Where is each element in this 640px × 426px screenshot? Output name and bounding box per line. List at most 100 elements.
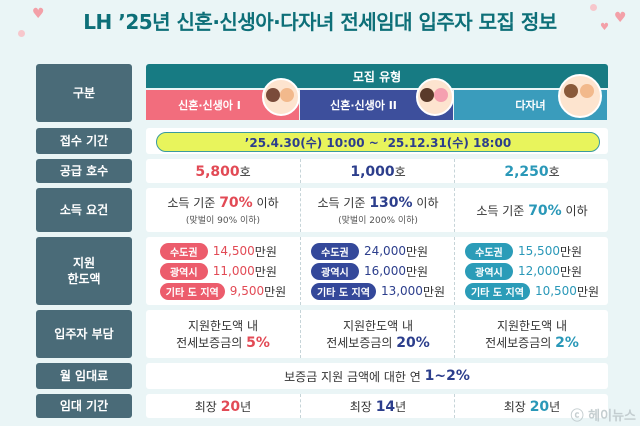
support-value: 16,000 bbox=[363, 264, 406, 278]
row-label: 월 임대료 bbox=[36, 363, 132, 389]
supply-unit: 호 bbox=[548, 164, 560, 179]
burden-cell: 지원한도액 내 전세보증금의 20% bbox=[300, 310, 455, 358]
period-value: ’25.4.30(수) 10:00 ~ ’25.12.31(수) 18:00 bbox=[156, 132, 600, 152]
support-unit: 만원 bbox=[422, 284, 446, 299]
heart-icon: ♥ bbox=[614, 10, 627, 26]
support-unit: 만원 bbox=[254, 264, 277, 279]
income-prefix: 소득 기준 bbox=[476, 203, 525, 218]
support-unit: 만원 bbox=[559, 244, 583, 259]
header-row: 구분 모집 유형 신혼·신생아 I 신혼·신생아 II 다자녀 bbox=[36, 64, 608, 122]
row-label: 접수 기간 bbox=[36, 128, 132, 154]
category-label: 다자녀 bbox=[515, 99, 546, 112]
support-value: 11,000 bbox=[212, 264, 255, 278]
header-label: 구분 bbox=[36, 64, 132, 122]
burden-value: 5% bbox=[246, 335, 270, 351]
support-cell: 수도권 15,500 만원 광역시 12,000 만원 기타 도 지역 10,500 만원 bbox=[454, 237, 609, 305]
term-unit: 년 bbox=[395, 399, 407, 414]
income-suffix: 이하 bbox=[565, 203, 588, 218]
family-illustration-icon bbox=[558, 74, 602, 118]
burden-cells: 지원한도액 내 전세보증금의 5% 지원한도액 내 전세보증금의 20% 지원한… bbox=[146, 310, 608, 358]
rent-cells: 보증금 지원 금액에 대한 연 1~2% bbox=[146, 363, 608, 389]
supply-cell: 5,800호 bbox=[146, 159, 300, 183]
support-value: 10,500 bbox=[534, 284, 577, 298]
supply-cell: 2,250호 bbox=[454, 159, 609, 183]
row-label: 공급 호수 bbox=[36, 159, 132, 183]
income-cell: 소득 기준 130% 이하 (맞벌이 200% 이하) bbox=[300, 188, 455, 232]
burden-line2: 전세보증금의 bbox=[176, 336, 243, 350]
term-value: 20 bbox=[220, 398, 241, 415]
term-prefix: 최장 bbox=[349, 399, 372, 414]
income-value: 130% bbox=[369, 195, 413, 211]
region-badge: 수도권 bbox=[159, 242, 208, 260]
income-prefix: 소득 기준 bbox=[317, 196, 366, 210]
term-unit: 년 bbox=[240, 399, 252, 414]
income-value: 70% bbox=[528, 202, 562, 219]
income-prefix: 소득 기준 bbox=[167, 196, 216, 210]
heart-icon: ♥ bbox=[600, 22, 609, 33]
support-unit: 만원 bbox=[405, 264, 429, 279]
support-value: 9,500 bbox=[229, 284, 265, 298]
family-illustration-icon bbox=[262, 78, 300, 116]
rent-row: 월 임대료 보증금 지원 금액에 대한 연 1~2% bbox=[36, 363, 608, 389]
income-suffix: 이하 bbox=[416, 196, 439, 210]
support-value: 14,500 bbox=[212, 244, 255, 258]
page-title: LH ’25년 신혼·신생아·다자녀 전세임대 입주자 모집 정보 bbox=[83, 10, 557, 34]
supply-value: 5,800 bbox=[195, 163, 240, 180]
region-badge: 수도권 bbox=[310, 242, 359, 260]
period-row: 접수 기간 ’25.4.30(수) 10:00 ~ ’25.12.31(수) 1… bbox=[36, 128, 608, 154]
burden-cell: 지원한도액 내 전세보증금의 2% bbox=[454, 310, 609, 358]
support-value: 13,000 bbox=[380, 284, 423, 298]
region-badge: 광역시 bbox=[464, 262, 513, 280]
row-label: 입주자 부담 bbox=[36, 310, 132, 358]
burden-line1: 지원한도액 내 bbox=[187, 319, 259, 333]
region-badge: 수도권 bbox=[464, 242, 513, 260]
burden-line2: 전세보증금의 bbox=[485, 336, 552, 350]
income-note: (맞벌이 90% 이하) bbox=[185, 216, 261, 226]
term-value: 14 bbox=[375, 398, 396, 415]
burden-value: 2% bbox=[555, 335, 579, 351]
burden-line1: 지원한도액 내 bbox=[342, 319, 414, 333]
term-prefix: 최장 bbox=[503, 399, 526, 414]
term-cell: 최장 20년 bbox=[146, 394, 300, 418]
rent-value: 1~2% bbox=[424, 368, 470, 384]
supply-cell: 1,000호 bbox=[300, 159, 455, 183]
burden-row: 입주자 부담 지원한도액 내 전세보증금의 5% 지원한도액 내 전세보증금의 … bbox=[36, 310, 608, 358]
burden-value: 20% bbox=[396, 335, 430, 351]
category-label: 신혼·신생아 II bbox=[330, 99, 397, 112]
support-value: 12,000 bbox=[517, 264, 560, 278]
term-row: 임대 기간 최장 20년 최장 14년 최장 20년 bbox=[36, 394, 608, 418]
dot-icon bbox=[590, 4, 597, 11]
row-label-line: 지원 bbox=[72, 255, 96, 270]
support-unit: 만원 bbox=[254, 244, 277, 259]
supply-unit: 호 bbox=[239, 164, 251, 179]
income-cell: 소득 기준 70% 이하 bbox=[454, 188, 609, 232]
region-badge: 기타 도 지역 bbox=[159, 282, 225, 300]
supply-row: 공급 호수 5,800호 1,000호 2,250호 bbox=[36, 159, 608, 183]
term-unit: 년 bbox=[549, 399, 561, 414]
period-cells: ’25.4.30(수) 10:00 ~ ’25.12.31(수) 18:00 bbox=[146, 128, 608, 154]
support-cells: 수도권 14,500 만원 광역시 11,000 만원 기타 도 지역 9,500 만원 수… bbox=[146, 237, 608, 305]
supply-unit: 호 bbox=[394, 164, 406, 179]
row-label: 임대 기간 bbox=[36, 394, 132, 418]
burden-line1: 지원한도액 내 bbox=[496, 319, 568, 333]
heart-icon: ♥ bbox=[32, 6, 45, 22]
supply-value: 2,250 bbox=[504, 163, 549, 180]
income-row: 소득 요건 소득 기준 70% 이하 (맞벌이 90% 이하) 소득 기준 13… bbox=[36, 188, 608, 232]
category-label: 신혼·신생아 I bbox=[178, 99, 241, 112]
region-badge: 광역시 bbox=[310, 262, 359, 280]
support-unit: 만원 bbox=[576, 284, 600, 299]
income-cells: 소득 기준 70% 이하 (맞벌이 90% 이하) 소득 기준 130% 이하 … bbox=[146, 188, 608, 232]
region-badge: 기타 도 지역 bbox=[310, 282, 376, 300]
support-unit: 만원 bbox=[264, 284, 287, 299]
support-cell: 수도권 24,000 만원 광역시 16,000 만원 기타 도 지역 13,000 만원 bbox=[300, 237, 455, 305]
term-cells: 최장 20년 최장 14년 최장 20년 bbox=[146, 394, 608, 418]
row-label: 소득 요건 bbox=[36, 188, 132, 232]
support-unit: 만원 bbox=[405, 244, 429, 259]
term-cell: 최장 20년 bbox=[454, 394, 609, 418]
burden-cell: 지원한도액 내 전세보증금의 5% bbox=[146, 310, 300, 358]
recruit-type-header: 모집 유형 bbox=[146, 64, 608, 88]
watermark: ⓒ 헤이뉴스 bbox=[570, 409, 636, 424]
row-label: 지원 한도액 bbox=[36, 237, 132, 305]
support-row: 지원 한도액 수도권 14,500 만원 광역시 11,000 만원 기타 도 지역 9,… bbox=[36, 237, 608, 305]
support-cell: 수도권 14,500 만원 광역시 11,000 만원 기타 도 지역 9,500 만원 bbox=[146, 237, 300, 305]
